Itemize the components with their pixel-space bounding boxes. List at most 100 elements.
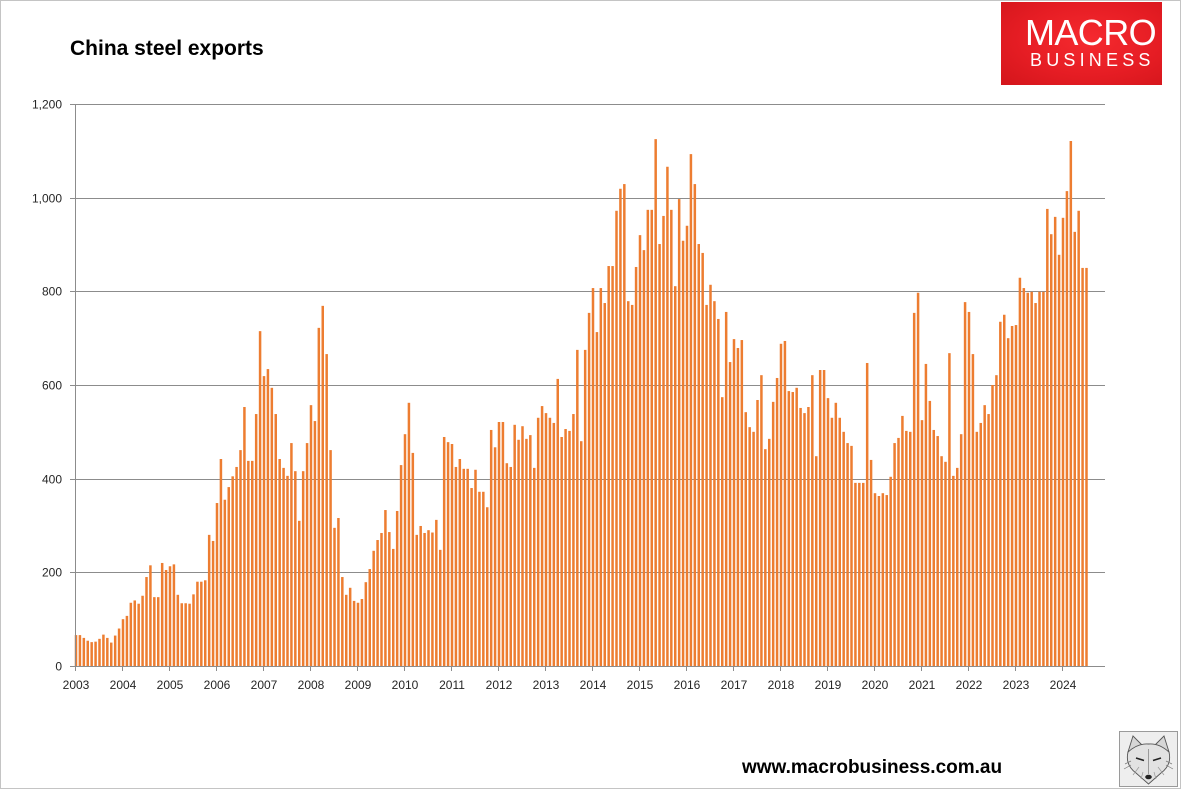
bar	[1069, 141, 1073, 666]
bar	[356, 602, 360, 666]
bar	[298, 520, 301, 666]
bar	[388, 532, 391, 666]
bar	[486, 507, 489, 666]
bar	[912, 312, 916, 666]
bar	[697, 244, 700, 666]
bar	[901, 415, 904, 666]
bar	[180, 603, 183, 666]
bar	[830, 417, 834, 666]
bar	[157, 597, 160, 666]
bar	[713, 301, 716, 666]
bar	[525, 438, 528, 666]
x-tick-label: 2021	[909, 678, 936, 692]
bar	[881, 493, 885, 666]
bar	[787, 391, 791, 666]
bar	[1061, 217, 1065, 666]
bar	[533, 467, 536, 666]
bar	[936, 436, 939, 666]
y-tick-label: 600	[42, 379, 62, 393]
bar	[219, 459, 223, 666]
bar	[732, 339, 736, 666]
bar	[200, 581, 203, 666]
bar	[638, 235, 642, 666]
bar	[113, 635, 117, 666]
bar	[360, 599, 364, 666]
bar	[756, 399, 759, 666]
bar	[736, 348, 740, 666]
bar	[975, 431, 979, 666]
bar	[850, 445, 853, 666]
y-tick-label: 1,000	[32, 192, 62, 206]
bar	[583, 349, 587, 667]
bar	[392, 548, 395, 666]
bar	[603, 303, 606, 666]
bar	[662, 215, 665, 666]
bar	[352, 600, 356, 666]
bar	[1053, 216, 1057, 666]
y-tick-label: 1,200	[32, 98, 62, 112]
bar	[783, 340, 787, 666]
bar	[952, 475, 955, 666]
bar	[435, 519, 438, 666]
x-tick-label: 2012	[486, 678, 513, 692]
bar	[752, 431, 755, 666]
bar	[791, 392, 794, 666]
x-tick-label: 2020	[862, 678, 889, 692]
bar	[807, 407, 810, 666]
bar	[576, 349, 579, 667]
axes	[70, 104, 1105, 671]
bar	[204, 580, 207, 666]
bar	[693, 184, 697, 666]
bar	[1003, 314, 1006, 666]
bar	[168, 566, 172, 666]
bar	[172, 564, 176, 666]
bar	[529, 435, 532, 666]
bar	[846, 443, 849, 666]
bar	[677, 199, 681, 666]
bar	[670, 209, 673, 666]
bar	[799, 407, 802, 666]
bar	[82, 637, 86, 666]
website-url: www.macrobusiness.com.au	[742, 757, 1003, 778]
bar	[286, 475, 289, 666]
bar	[560, 436, 563, 666]
y-tick-label: 0	[55, 660, 62, 674]
bar	[231, 476, 234, 666]
bar	[395, 510, 399, 666]
bar	[442, 436, 446, 666]
bar	[243, 407, 246, 666]
bar	[94, 641, 97, 666]
x-tick-label: 2024	[1050, 678, 1077, 692]
bar	[1014, 325, 1018, 666]
bar	[176, 594, 180, 666]
bar	[384, 510, 387, 666]
bar	[321, 305, 324, 666]
bar	[211, 540, 215, 666]
bar	[419, 525, 422, 666]
bar	[979, 422, 982, 666]
bar	[333, 527, 336, 666]
x-tick-label: 2013	[533, 678, 560, 692]
bar	[149, 565, 152, 666]
bar	[513, 424, 516, 666]
bar	[227, 487, 230, 666]
bar	[258, 331, 262, 666]
bar	[1057, 254, 1061, 667]
bar	[709, 284, 712, 666]
logo-text-macro: MACRO	[1025, 12, 1157, 53]
bar	[125, 615, 129, 666]
bar	[666, 166, 669, 666]
bar	[948, 353, 951, 666]
bar	[474, 469, 477, 666]
bar	[106, 637, 109, 666]
bar	[689, 154, 693, 667]
bar	[313, 421, 317, 666]
bar	[885, 495, 888, 666]
x-tick-label: 2007	[251, 678, 278, 692]
bar	[959, 434, 963, 666]
bar	[717, 318, 720, 666]
x-tick-label: 2006	[204, 678, 231, 692]
bar	[1010, 325, 1014, 666]
bar	[1034, 303, 1037, 666]
bar	[196, 581, 199, 666]
